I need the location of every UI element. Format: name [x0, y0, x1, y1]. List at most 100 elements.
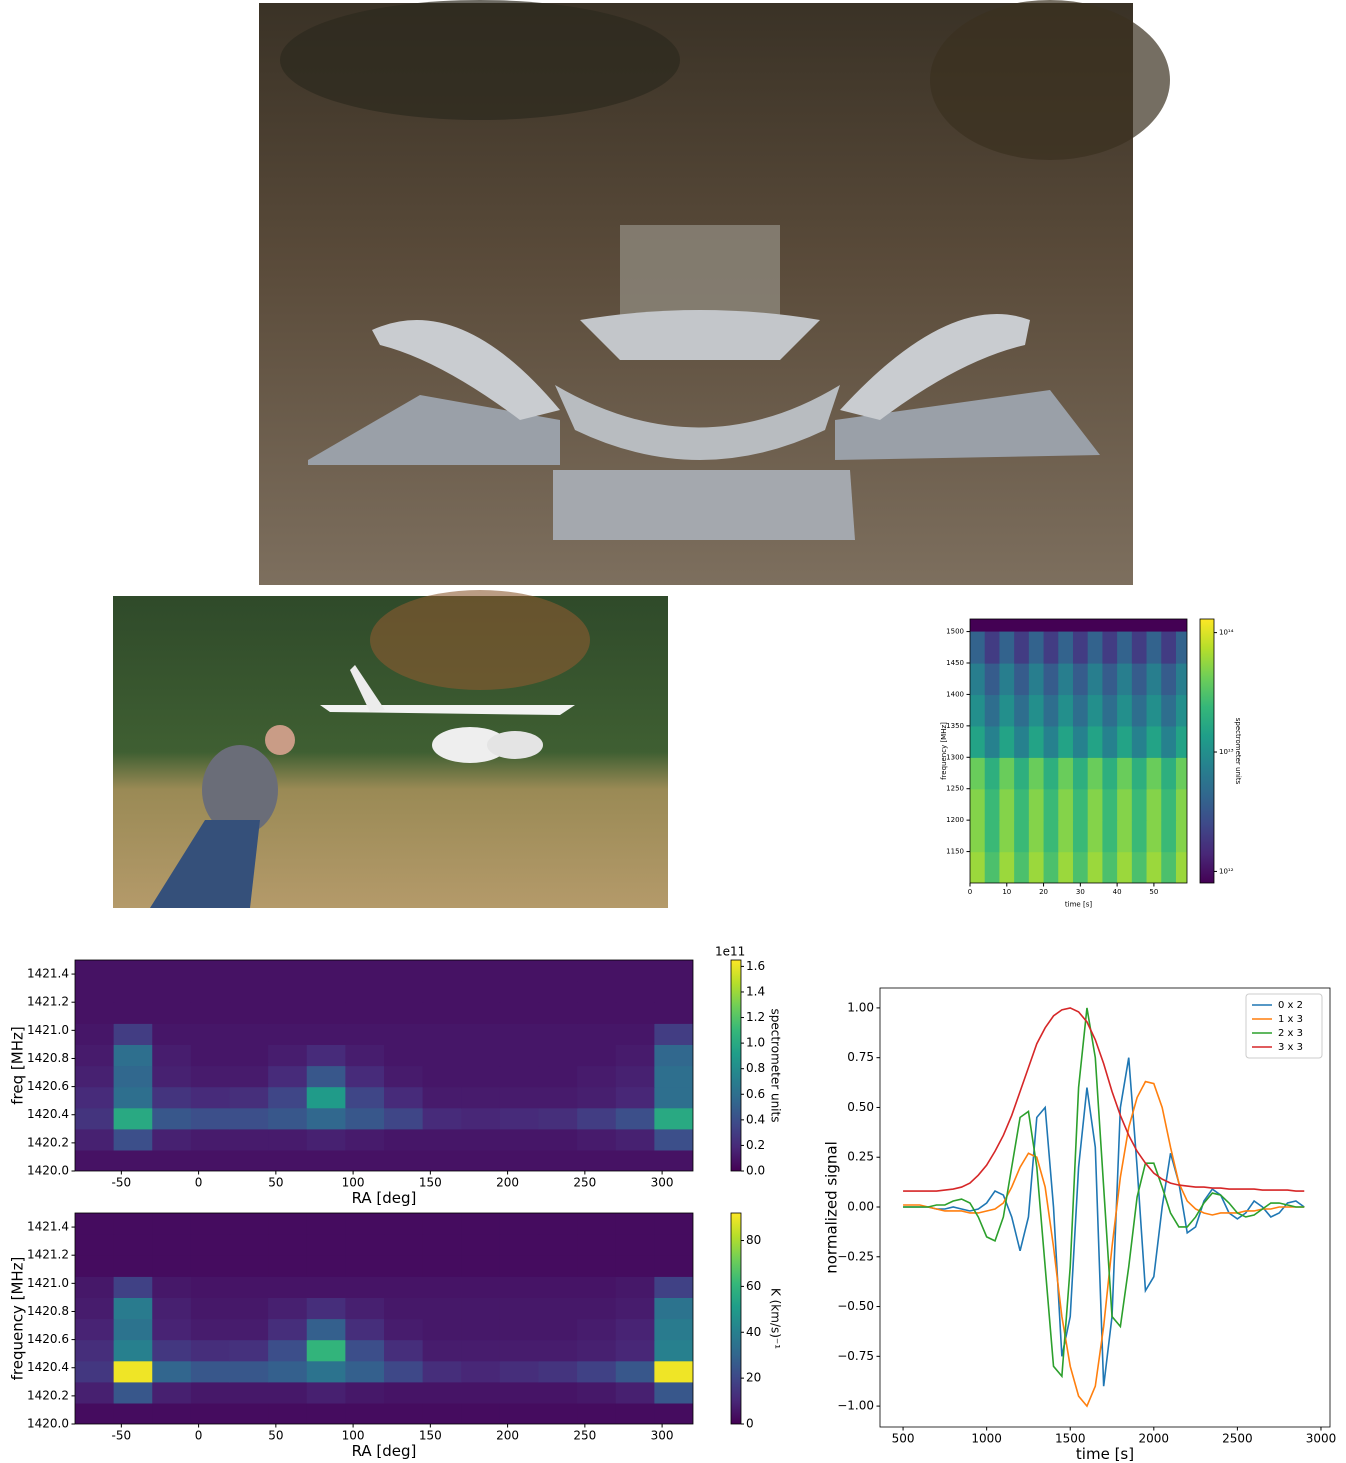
heat-cell [75, 1297, 114, 1319]
heat-cell [191, 1255, 230, 1277]
heat-cell [345, 1002, 384, 1024]
y-tick-label: 1400 [946, 690, 964, 698]
heat-cell [500, 1340, 539, 1362]
heat-cell [1132, 726, 1147, 758]
heat-cell [461, 1255, 500, 1277]
heat-cell [577, 1044, 616, 1066]
heat-cell [654, 1276, 693, 1298]
y-tick-label: 0.00 [847, 1200, 874, 1214]
heat-cell [461, 1002, 500, 1024]
x-tick-label: 30 [1076, 888, 1085, 896]
y-tick-label: −0.25 [837, 1249, 874, 1263]
heat-cell [616, 1044, 655, 1066]
heat-cell [268, 981, 307, 1003]
heat-cell [307, 1276, 346, 1298]
heat-cell [152, 1276, 191, 1298]
heat-cell [384, 1044, 423, 1066]
heat-cell [423, 1044, 462, 1066]
heat-cell [230, 1087, 269, 1109]
heat-cell [1161, 820, 1176, 852]
x-axis-label: time [s] [1076, 1445, 1134, 1463]
heat-cell [539, 981, 578, 1003]
heat-cell [1014, 757, 1029, 789]
heat-cell [616, 1213, 655, 1235]
x-tick-label: 2500 [1222, 1432, 1253, 1446]
heat-cell [152, 1066, 191, 1088]
heat-cell [384, 981, 423, 1003]
x-tick-label: 50 [1149, 888, 1158, 896]
heat-cell [1176, 852, 1191, 884]
heat-cell [500, 1066, 539, 1088]
heat-cell [461, 1023, 500, 1045]
heat-cell [384, 1234, 423, 1256]
photo-drone-launch [113, 590, 668, 908]
heat-cell [999, 820, 1014, 852]
heat-cell [152, 1403, 191, 1425]
heat-cell [384, 1319, 423, 1341]
heat-cell [500, 1382, 539, 1404]
heat-cell [461, 1276, 500, 1298]
heat-cell [500, 1361, 539, 1383]
heat-cell [1147, 852, 1162, 884]
heat-cell [577, 1087, 616, 1109]
heat-cell [345, 1108, 384, 1130]
heat-cell [307, 1297, 346, 1319]
heat-cell [114, 960, 153, 982]
x-tick-label: 300 [651, 1429, 674, 1443]
y-tick-label: 1300 [946, 753, 964, 761]
heat-cell [152, 981, 191, 1003]
heat-cell [1147, 789, 1162, 821]
heat-cell [654, 1382, 693, 1404]
heat-cell [307, 1382, 346, 1404]
heat-cell [384, 1340, 423, 1362]
heat-cell [461, 1403, 500, 1425]
heat-cell [268, 1361, 307, 1383]
heat-cell [985, 852, 1000, 884]
heat-cell [152, 1234, 191, 1256]
heat-cell [654, 1002, 693, 1024]
heat-cell [985, 663, 1000, 695]
heat-cell [268, 1297, 307, 1319]
heat-cell [114, 1129, 153, 1151]
heat-cell [654, 1023, 693, 1045]
heat-cell [1147, 694, 1162, 726]
heat-cell [1102, 820, 1117, 852]
heat-cell [423, 1150, 462, 1172]
heat-cell [191, 1108, 230, 1130]
colorbar-tick-label: 80 [746, 1233, 761, 1247]
colorbar [731, 960, 741, 1171]
heat-cell [500, 1108, 539, 1130]
heat-cell [345, 1340, 384, 1362]
heat-cell [1029, 852, 1044, 884]
heat-cell [654, 1066, 693, 1088]
heat-cell [423, 1066, 462, 1088]
heat-cell [1132, 663, 1147, 695]
y-tick-label: 1421.0 [27, 1023, 69, 1037]
heat-cell [1161, 694, 1176, 726]
heat-cell [1014, 820, 1029, 852]
heat-cell [152, 1129, 191, 1151]
heat-cell [268, 1066, 307, 1088]
heat-cell [152, 1150, 191, 1172]
heat-cell [616, 1129, 655, 1151]
heat-cell [500, 981, 539, 1003]
heat-cell [268, 1382, 307, 1404]
heat-cell [268, 1002, 307, 1024]
heat-cell [191, 1213, 230, 1235]
heat-cell [152, 1361, 191, 1383]
y-tick-label: 1420.4 [27, 1107, 69, 1121]
legend-label: 1 x 3 [1278, 1014, 1303, 1025]
colorbar [1200, 619, 1214, 883]
y-tick-label: 1421.4 [27, 967, 69, 981]
heat-cell [230, 1297, 269, 1319]
heat-cell [191, 1361, 230, 1383]
heat-cell [1073, 820, 1088, 852]
heat-cell [1058, 757, 1073, 789]
y-tick-label: 1.00 [847, 1000, 874, 1014]
heat-cell [152, 960, 191, 982]
heat-cell [423, 1340, 462, 1362]
y-tick-label: 1450 [946, 659, 964, 667]
heat-cell [191, 1382, 230, 1404]
heat-cell [1176, 632, 1191, 664]
heat-cell [384, 1066, 423, 1088]
